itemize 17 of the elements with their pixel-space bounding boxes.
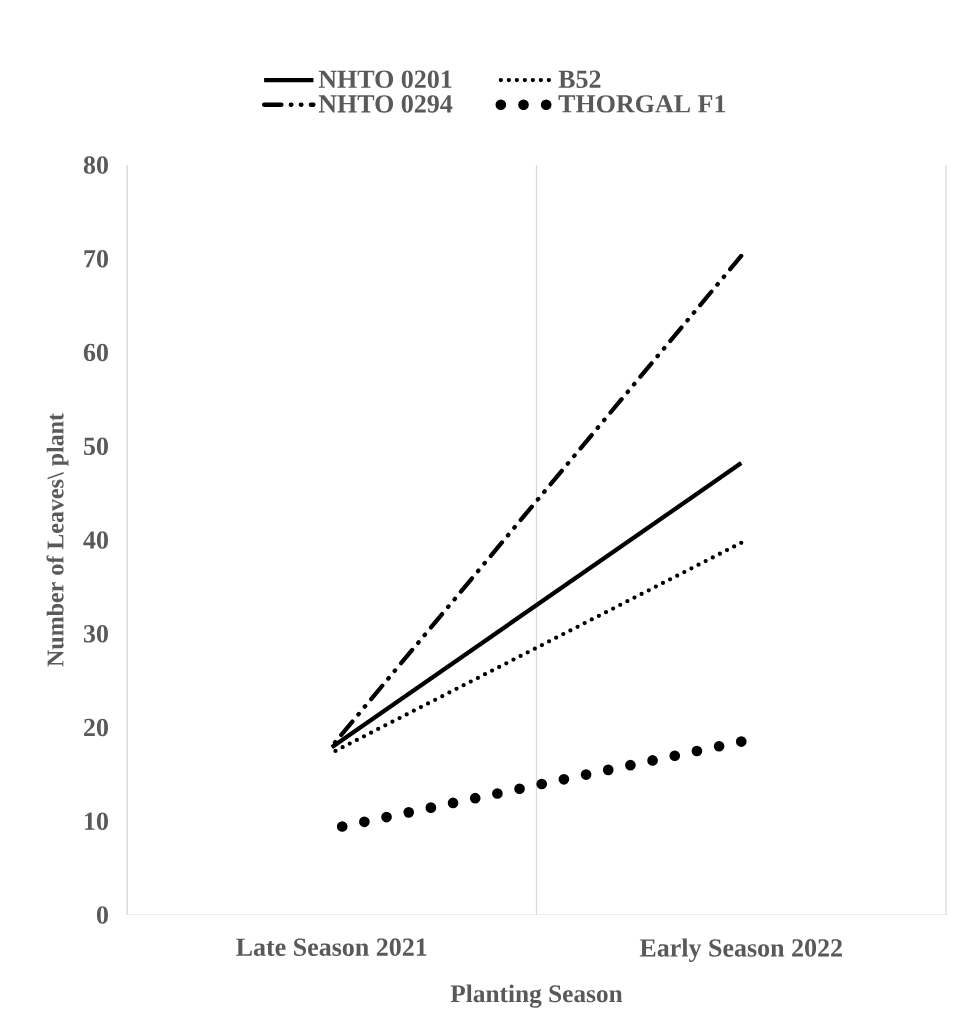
y-tick-label: 20 xyxy=(84,718,108,737)
y-tick-label: 50 xyxy=(84,437,108,456)
y-tick-label: 0 xyxy=(96,906,108,924)
legend-label: THORGAL F1 xyxy=(558,95,726,113)
y-tick-label: 60 xyxy=(83,343,108,362)
x-tick-label: Late Season 2021 xyxy=(236,938,427,956)
y-axis-title: Number of Leaves\ plant xyxy=(46,413,69,667)
legend-label: NHTO 0294 xyxy=(318,95,453,113)
y-tick-label: 80 xyxy=(83,156,108,174)
y-tick-label: 40 xyxy=(83,531,108,549)
legend-label: B52 xyxy=(558,70,601,88)
y-tick-label: 30 xyxy=(83,624,108,643)
y-tick-label: 10 xyxy=(85,812,108,831)
x-axis-title: Planting Season xyxy=(450,984,623,1008)
x-tick-label: Early Season 2022 xyxy=(639,938,842,963)
legend-label: NHTO 0201 xyxy=(318,70,452,89)
y-tick-label: 70 xyxy=(84,249,108,268)
